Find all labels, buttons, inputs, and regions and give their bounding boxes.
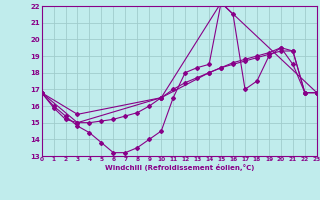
X-axis label: Windchill (Refroidissement éolien,°C): Windchill (Refroidissement éolien,°C) xyxy=(105,164,254,171)
